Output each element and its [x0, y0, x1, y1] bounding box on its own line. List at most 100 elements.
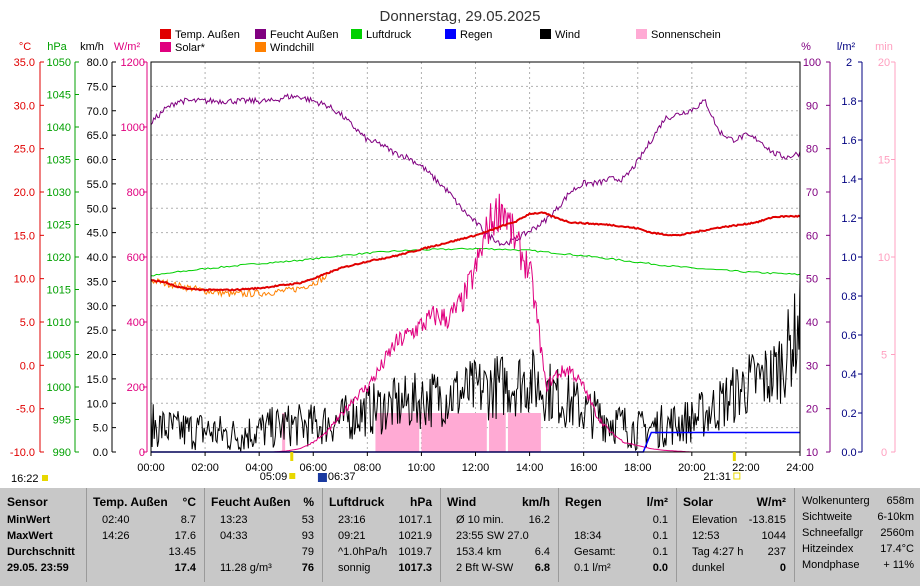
sensor-header: Sensor — [7, 495, 48, 509]
legend-swatch — [255, 42, 266, 52]
legend-swatch — [636, 29, 647, 39]
sunshine-bar — [429, 413, 433, 452]
axis-tick-label-humidity: 80 — [806, 144, 818, 156]
press-row-0-value: 1017.1 — [398, 514, 432, 526]
press-row-0-label: 23:16 — [338, 514, 366, 526]
chart-title: Donnerstag, 29.05.2025 — [380, 8, 541, 25]
sunshine-bar — [483, 413, 487, 452]
axis-tick-label-pressure: 1020 — [47, 252, 71, 264]
axis-tick-label-temp: 20.0 — [14, 187, 35, 199]
press-row-1-value: 1021.9 — [398, 530, 432, 542]
axis-tick-label-humidity: 50 — [806, 274, 818, 286]
x-tick-label: 06:00 — [299, 462, 327, 474]
extra-row-1-label: Sichtweite — [802, 511, 853, 523]
legend-label: Feucht Außen — [270, 29, 339, 41]
legend-label: Windchill — [270, 42, 314, 54]
legend-swatch — [445, 29, 456, 39]
axis-tick-label-temp: 30.0 — [14, 100, 35, 112]
wind-row-2-value: 6.4 — [534, 546, 550, 558]
x-tick-label: 20:00 — [678, 462, 706, 474]
extra-row-4-value: + 11% — [883, 559, 914, 571]
sun-marker — [42, 475, 48, 481]
axis-tick-label-rain: 2 — [846, 57, 852, 69]
hum-row-1-label: 04:33 — [220, 530, 248, 542]
axis-tick-label-rain: 1.6 — [841, 135, 856, 147]
axis-tick-label-pressure: 1005 — [47, 350, 71, 362]
sunshine-bar — [453, 413, 458, 452]
axis-unit-wind: km/h — [80, 41, 104, 53]
sunshine-bar — [461, 413, 466, 452]
legend-swatch — [540, 29, 551, 39]
axis-tick-label-solar: 600 — [127, 252, 145, 264]
x-tick-label: 14:00 — [516, 462, 544, 474]
series-line-wind — [150, 279, 801, 452]
sunshine-bar — [521, 413, 525, 452]
solar-row-0-value: -13.815 — [748, 514, 786, 526]
hum-row-3-label: 11.28 g/m³ — [220, 562, 272, 574]
press-unit: hPa — [409, 495, 432, 509]
sunshine-bar — [470, 413, 474, 452]
series-line-windchill — [150, 273, 328, 298]
solar-row-3-value: 0 — [779, 562, 786, 574]
sunshine-bar — [407, 413, 412, 452]
sunshine-bar — [432, 413, 436, 452]
axis-tick-label-sunshine: 10 — [878, 252, 890, 264]
sunrise-tick — [290, 452, 294, 461]
temp-unit: °C — [182, 495, 196, 509]
axis-tick-label-pressure: 1015 — [47, 285, 71, 297]
chart-grid — [151, 62, 800, 452]
sunshine-bar — [437, 413, 441, 452]
sunshine-bar — [426, 413, 431, 452]
axis-tick-label-wind: 0.0 — [93, 447, 108, 459]
press-row-3-label: sonnig — [338, 562, 371, 574]
hum-row-3-value: 76 — [301, 562, 314, 574]
series-line-temp-au-en — [150, 211, 801, 292]
sunshine-bar — [386, 413, 390, 452]
sunshine-bar — [491, 413, 495, 452]
axis-unit-sunshine: min — [875, 41, 893, 53]
axis-tick-label-wind: 35.0 — [87, 276, 108, 288]
temp-row-1-label: 14:26 — [102, 530, 130, 542]
sunshine-bar — [397, 413, 401, 452]
sunshine-bar — [448, 413, 452, 452]
x-tick-label: 12:00 — [462, 462, 490, 474]
axis-tick-label-wind: 80.0 — [87, 57, 108, 69]
solar-row-1-value: 1044 — [761, 530, 786, 542]
x-tick-label: 22:00 — [732, 462, 760, 474]
extra-row-1-value: 6-10km — [877, 511, 914, 523]
solar-row-3-label: dunkel — [692, 562, 725, 574]
sunshine-bar — [497, 413, 501, 452]
wind-unit: km/h — [521, 495, 550, 509]
axis-tick-label-pressure: 1000 — [47, 382, 71, 394]
sunshine-bar — [421, 413, 425, 452]
axis-tick-label-rain: 0.4 — [841, 369, 856, 381]
axis-tick-label-temp: 5.0 — [20, 317, 35, 329]
rain-unit: l/m² — [646, 495, 668, 509]
col-press: Luftdruck hPa 23:16 1017.1 09:21 1021.9 ^1.0hP… — [322, 488, 441, 582]
axis-tick-label-pressure: 1035 — [47, 155, 71, 167]
hum-row-0-value: 53 — [301, 514, 314, 526]
sunshine-bar — [405, 413, 409, 452]
sunshine-bar — [378, 413, 382, 452]
x-tick-label: 18:00 — [624, 462, 652, 474]
axis-unit-temp: °C — [19, 41, 31, 53]
row-min-label: MinWert — [7, 514, 51, 526]
press-row-1-label: 09:21 — [338, 530, 366, 542]
sunshine-bar — [502, 413, 506, 452]
sunshine-bar — [507, 413, 512, 452]
axis-tick-label-wind: 45.0 — [87, 228, 108, 240]
axis-tick-label-wind: 10.0 — [87, 398, 108, 410]
legend-swatch — [160, 29, 171, 39]
sunshine-bar — [537, 413, 541, 452]
axis-tick-label-pressure: 1010 — [47, 317, 71, 329]
wind-row-0-label: Ø 10 min. — [456, 514, 504, 526]
axis-tick-label-humidity: 60 — [806, 230, 818, 242]
sunrise-label: 05:09 — [260, 471, 288, 483]
sunshine-bar — [380, 413, 385, 452]
col-rain: Regen l/m² 0.1 18:34 0.1 Gesamt: 0.1 0.1 l/m² 0.… — [558, 488, 677, 582]
axis-tick-label-temp: 10.0 — [14, 274, 35, 286]
hum-unit: % — [303, 495, 314, 509]
x-tick-label: 00:00 — [137, 462, 165, 474]
rain-row-2-label: Gesamt: — [574, 546, 616, 558]
axis-tick-label-wind: 75.0 — [87, 81, 108, 93]
